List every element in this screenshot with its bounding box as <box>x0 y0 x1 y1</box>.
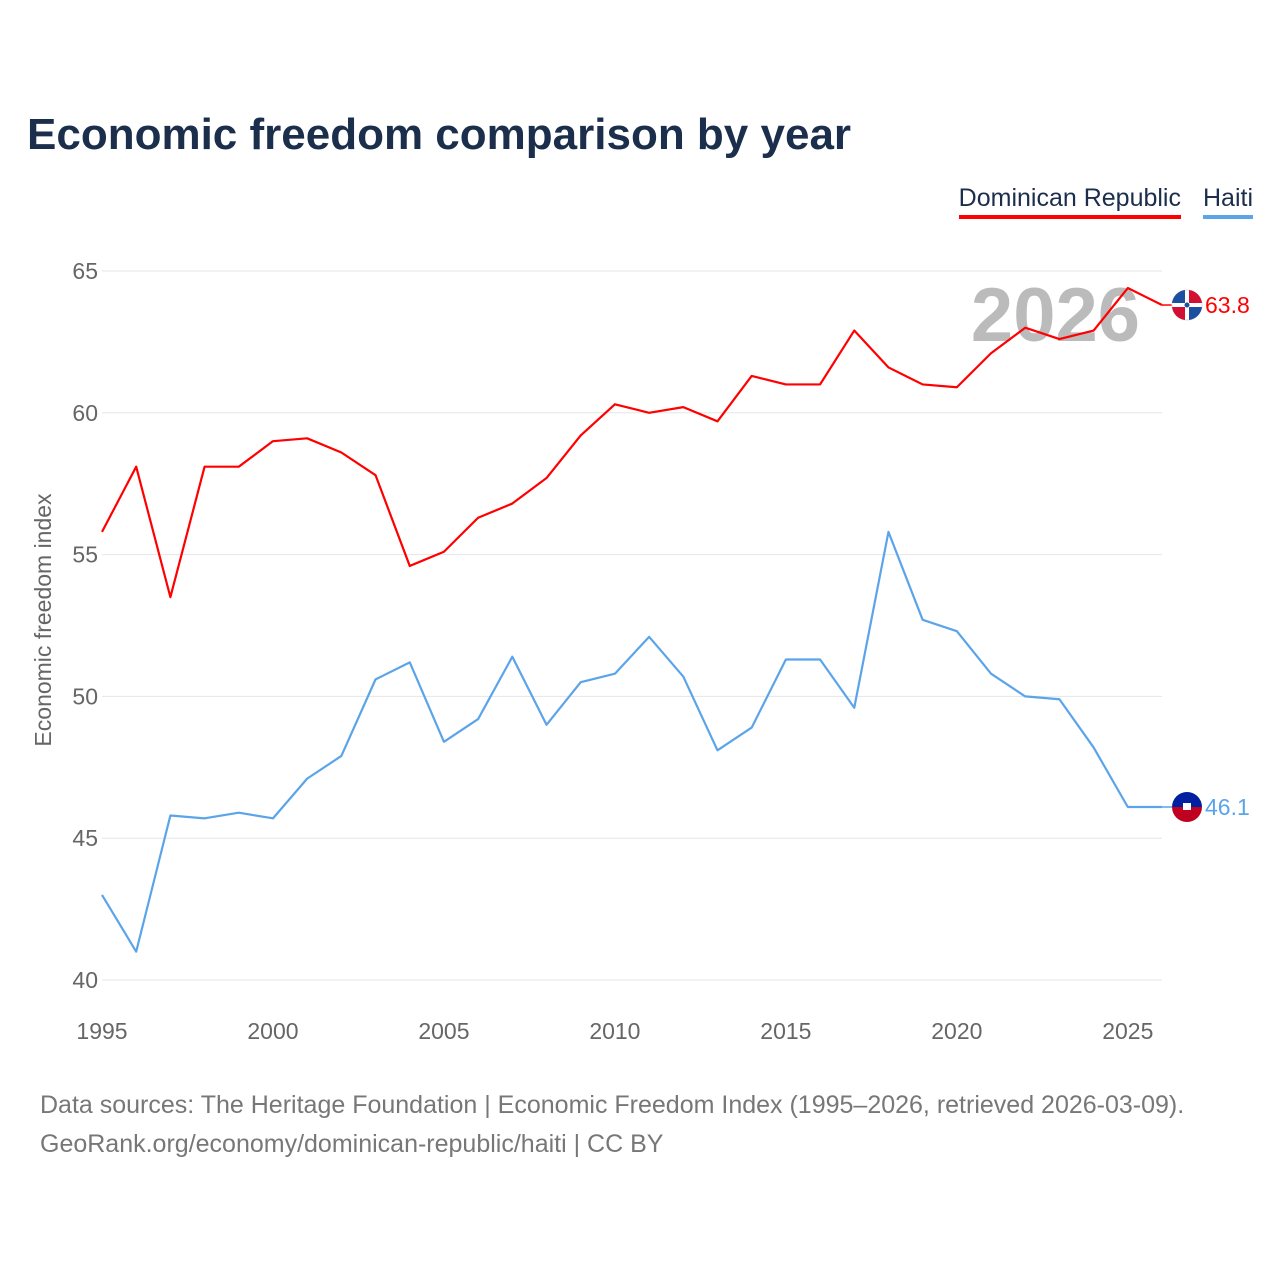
source-line-1: Data sources: The Heritage Foundation | … <box>40 1091 1185 1119</box>
legend-dominican-republic[interactable]: Dominican Republic <box>958 184 1181 219</box>
y-tick-label: 60 <box>72 400 98 426</box>
series-line-haiti <box>101 530 1162 953</box>
x-tick-label: 2015 <box>760 1018 811 1044</box>
legend: Dominican Republic Haiti <box>958 184 1253 219</box>
x-tick-label: 2010 <box>589 1018 640 1044</box>
flag-quarter <box>1172 290 1185 304</box>
flag-quarter <box>1172 307 1185 321</box>
flag-quarter <box>1189 307 1202 321</box>
flag-haiti-icon <box>1172 792 1202 808</box>
y-axis-label: Economic freedom index <box>30 493 56 747</box>
line-chart: 40 45 50 55 60 65 1995 2000 2005 2010 2015 2020 2025… <box>30 258 1250 1044</box>
x-tick-label: 2005 <box>418 1018 469 1044</box>
flag-haiti-bottom <box>1172 807 1202 823</box>
y-tick-label: 50 <box>72 683 98 709</box>
year-watermark: 2026 <box>971 273 1140 358</box>
end-value-label: 63.8 <box>1205 292 1250 318</box>
x-tick-label: 2020 <box>931 1018 982 1044</box>
flag-quarter <box>1189 290 1202 304</box>
x-tick-label: 1995 <box>76 1018 127 1044</box>
legend-haiti[interactable]: Haiti <box>1202 184 1253 219</box>
series-line-dominican-republic <box>101 286 1163 599</box>
y-tick-label: 65 <box>72 258 98 284</box>
chart-title: Economic freedom comparison by year <box>27 110 852 159</box>
flag-emblem <box>1184 302 1190 308</box>
x-tick-label: 2000 <box>247 1018 298 1044</box>
x-tick-label: 2025 <box>1102 1018 1153 1044</box>
y-tick-label: 55 <box>72 542 98 568</box>
source-note: Data sources: The Heritage Foundation | … <box>40 1086 1184 1164</box>
end-value-label: 46.1 <box>1205 794 1250 820</box>
y-tick-label: 40 <box>72 967 98 993</box>
y-tick-label: 45 <box>72 825 98 851</box>
source-line-2[interactable]: GeoRank.org/economy/dominican-republic/h… <box>40 1130 664 1158</box>
flag-emblem <box>1183 803 1191 811</box>
